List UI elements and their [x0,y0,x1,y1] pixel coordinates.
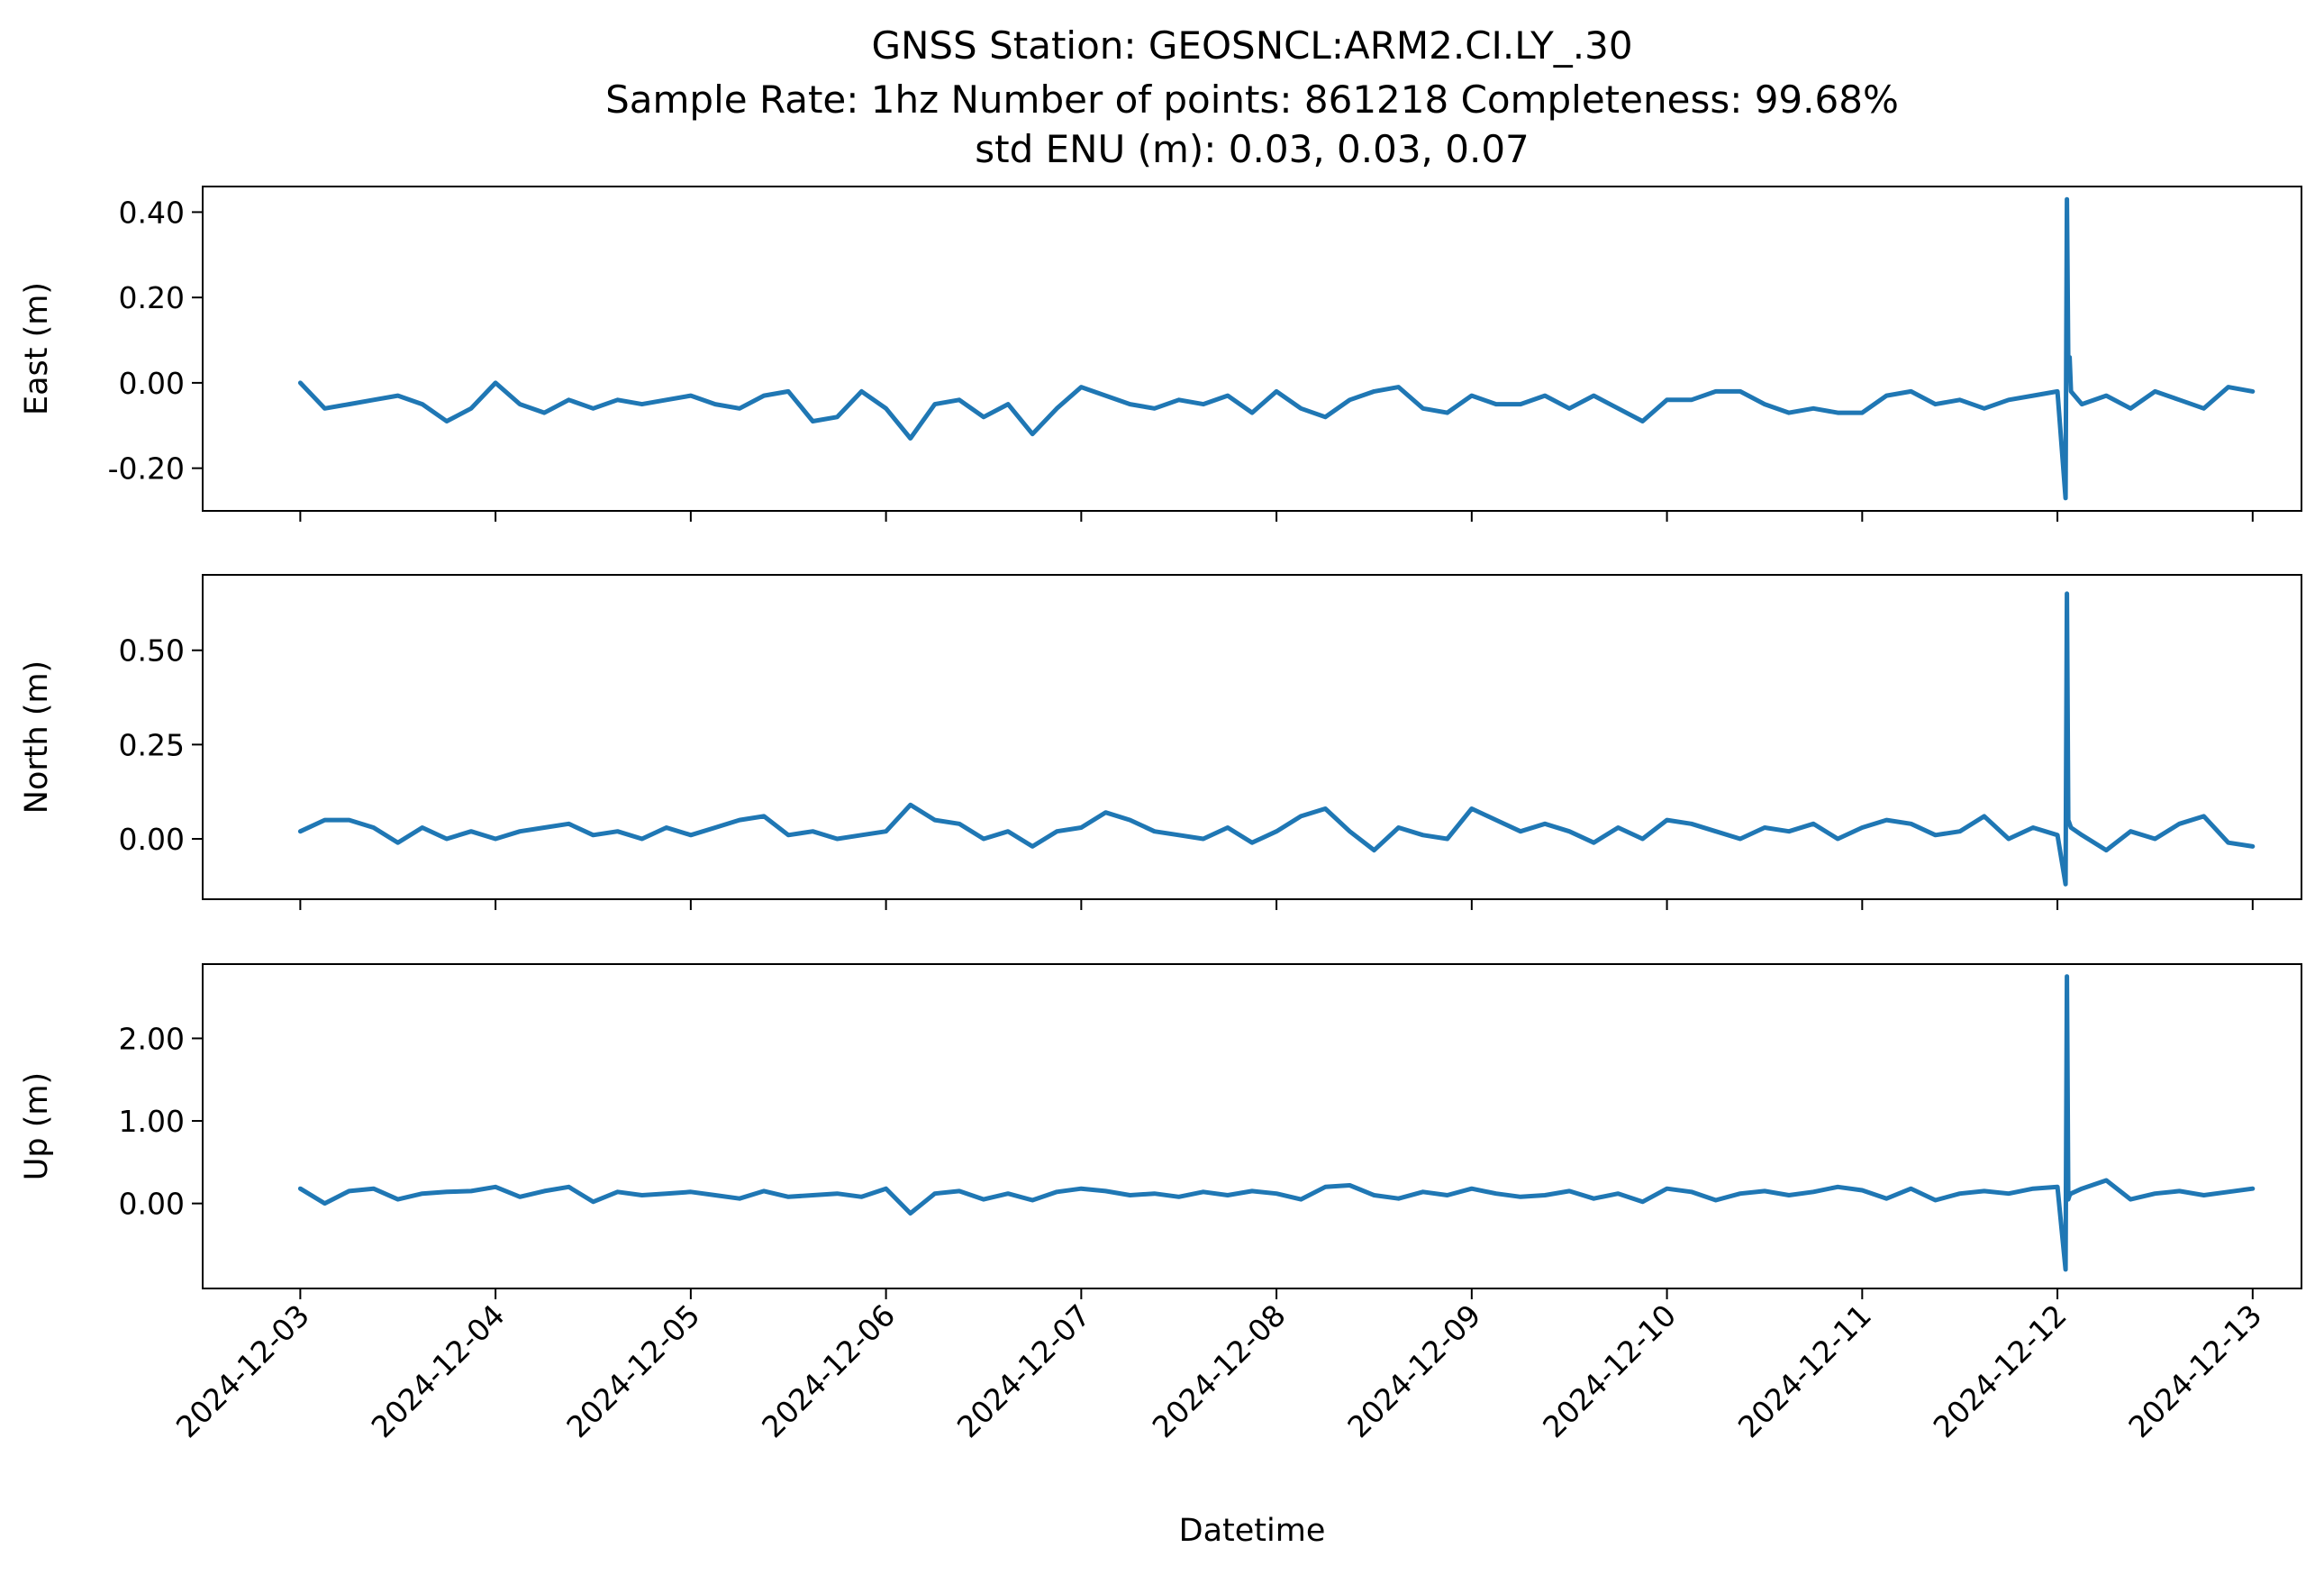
chart-title-line-2: Sample Rate: 1hz Number of points: 86121… [605,77,1899,122]
axes-frame-2 [202,963,2302,1289]
y-tick-label: 0.25 [119,727,185,762]
panel-up: 2.00 1.00 0.00 Up (m) [19,963,2302,1299]
series-line-2 [297,974,2256,1272]
y-tick-label: 0.00 [119,366,185,401]
series-line-0 [297,196,2256,501]
chart-title-line-1: GNSS Station: GEOSNCL:ARM2.CI.LY_.30 [871,23,1632,68]
y-tick-label: 1.00 [119,1104,185,1139]
x-axis-label: Datetime [1179,1513,1326,1549]
y-tick-label: 0.40 [119,195,185,230]
panel-east: 0.40 0.20 0.00 -0.20 East (m) [19,186,2302,522]
chart-title-line-3: std ENU (m): 0.03, 0.03, 0.07 [975,127,1530,171]
y-tick-label: 0.50 [119,633,185,669]
y-tick-label: 2.00 [119,1021,185,1056]
axes-frame-1 [202,574,2302,900]
y-tick-label: -0.20 [108,451,185,487]
y-tick-label: 0.20 [119,280,185,315]
y-axis-label-2: Up (m) [19,1072,55,1180]
panel-north: 0.50 0.25 0.00 North (m) [19,574,2302,910]
axes-frame-0 [202,186,2302,512]
y-tick-label: 0.00 [119,1187,185,1222]
series-line-1 [297,591,2256,887]
y-axis-label-1: North (m) [19,660,55,814]
y-tick-label: 0.00 [119,822,185,857]
y-axis-label-0: East (m) [19,282,55,415]
